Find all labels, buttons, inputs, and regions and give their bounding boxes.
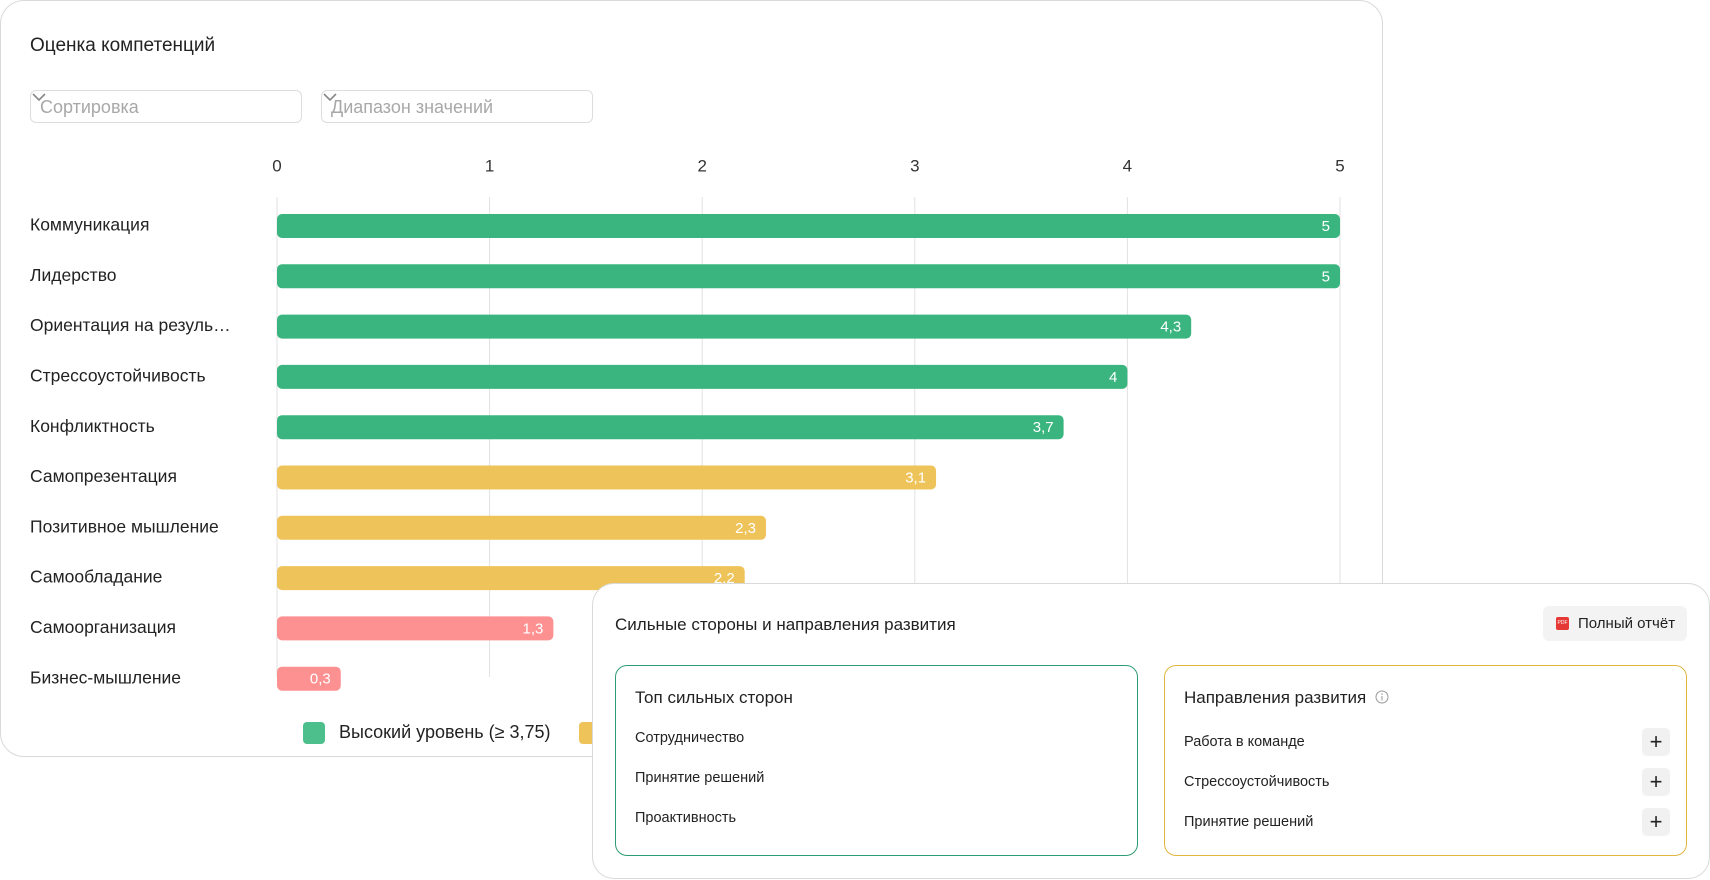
panel-title: Сильные стороны и направления развития xyxy=(615,615,956,634)
bar xyxy=(277,314,1192,339)
bar xyxy=(277,465,937,490)
y-tick-label: Самообладание xyxy=(30,567,162,587)
chart: Оценка компетенций 0 1 2 3 4 5 Коммуникация 5 Ли… xyxy=(30,35,1345,744)
y-tick-label: Конфликтность xyxy=(30,416,155,436)
bar xyxy=(277,666,341,691)
bar xyxy=(277,616,554,641)
info-icon[interactable] xyxy=(1375,690,1389,704)
add-button[interactable]: + xyxy=(1642,808,1670,836)
pdf-icon: PDF xyxy=(1556,617,1569,630)
sort-dropdown[interactable]: Сортировка xyxy=(30,90,302,123)
value-label: 5 xyxy=(1322,268,1330,285)
y-tick-label: Самоорганизация xyxy=(30,617,176,637)
x-tick-label: 0 xyxy=(272,156,281,175)
x-tick-label: 3 xyxy=(910,156,919,175)
bar xyxy=(277,364,1128,389)
bar xyxy=(277,515,766,540)
x-tick-label: 1 xyxy=(485,156,494,175)
bar xyxy=(277,264,1340,289)
x-tick-label: 2 xyxy=(697,156,706,175)
bar xyxy=(277,415,1064,440)
add-button[interactable]: + xyxy=(1642,768,1670,796)
strength-item: Принятие решений xyxy=(635,770,765,786)
value-label: 5 xyxy=(1322,218,1330,235)
value-label: 1,3 xyxy=(523,620,544,637)
legend-label: Высокий уровень (≥ 3,75) xyxy=(339,722,551,742)
report-button[interactable]: PDF Полный отчёт xyxy=(1543,606,1687,641)
bar xyxy=(277,214,1340,238)
value-label: 3,7 xyxy=(1033,419,1054,436)
x-tick-label: 5 xyxy=(1335,156,1344,175)
y-tick-label: Позитивное мышление xyxy=(30,516,219,536)
x-tick-label: 4 xyxy=(1123,156,1132,175)
y-tick-label: Бизнес-мышление xyxy=(30,667,181,687)
box-title-text: Направления развития xyxy=(1184,688,1367,707)
value-label: 3,1 xyxy=(905,469,926,486)
box-title: Направления развития xyxy=(1184,688,1389,708)
legend-swatch xyxy=(303,722,325,744)
y-tick-label: Самопрезентация xyxy=(30,466,177,486)
y-tick-label: Лидерство xyxy=(30,265,117,285)
value-label: 2,2 xyxy=(714,570,735,587)
strength-item: Проактивность xyxy=(635,810,737,826)
strength-item: Сотрудничество xyxy=(635,730,745,746)
add-button[interactable]: + xyxy=(1642,728,1670,756)
box-title: Топ сильных сторон xyxy=(635,688,793,707)
strengths-box: Топ сильных сторон Сотрудничество Принят… xyxy=(615,665,1138,856)
development-box: Направления развития Работа в команде + … xyxy=(1164,665,1687,856)
y-tick-label: Коммуникация xyxy=(30,215,149,235)
y-tick-label: Стрессоустойчивость xyxy=(30,366,206,386)
strengths-panel: Сильные стороны и направления развития P… xyxy=(592,583,1710,879)
y-tick-label: Ориентация на резуль… xyxy=(30,315,231,335)
value-label: 2,3 xyxy=(735,520,756,537)
value-label: 4,3 xyxy=(1160,319,1181,336)
dropdown-text: Сортировка xyxy=(40,97,139,117)
development-item: Работа в команде xyxy=(1184,734,1305,750)
chevron xyxy=(32,93,46,102)
value-label: 4 xyxy=(1109,369,1117,386)
value-label: 0,3 xyxy=(310,671,331,688)
development-item: Стрессоустойчивость xyxy=(1184,774,1330,790)
development-item: Принятие решений xyxy=(1184,814,1314,830)
dropdown-text: Диапазон значений xyxy=(331,97,494,117)
range-dropdown[interactable]: Диапазон значений xyxy=(321,90,593,123)
button-label: Полный отчёт xyxy=(1578,615,1676,632)
chart-title: Оценка компетенций xyxy=(30,35,215,56)
chevron xyxy=(323,93,337,102)
